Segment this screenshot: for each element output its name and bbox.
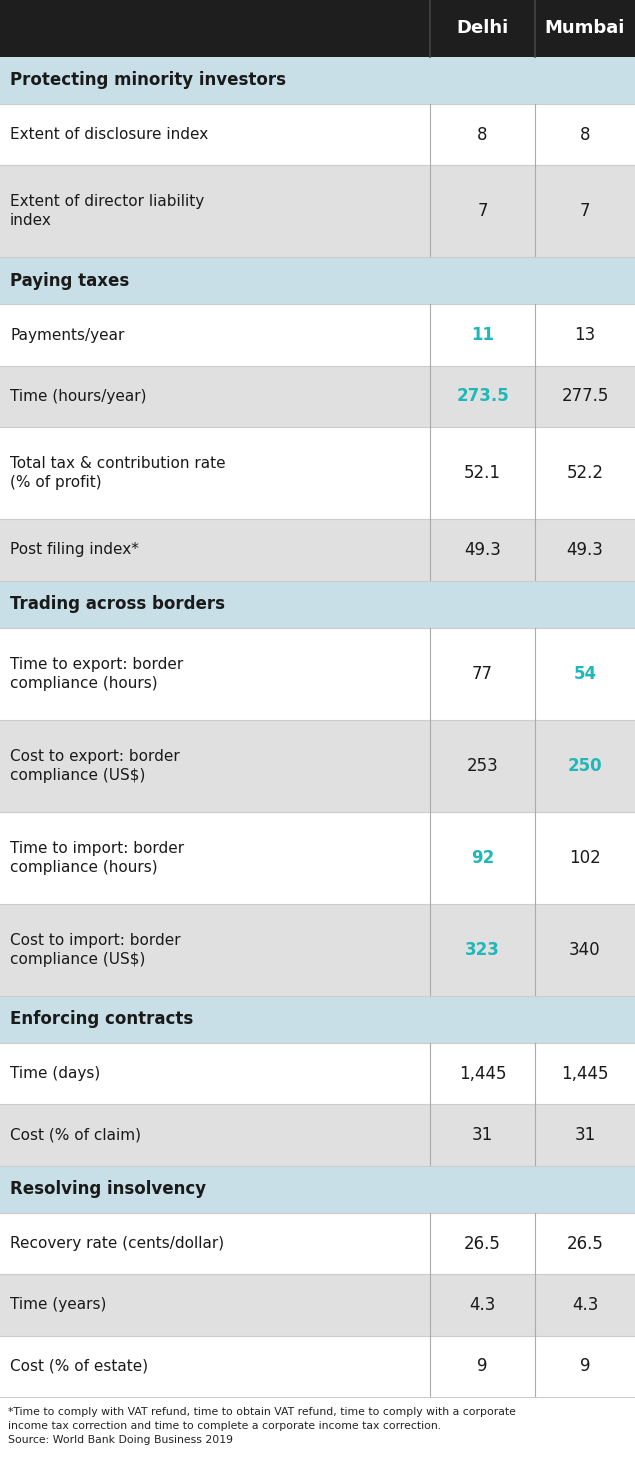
Text: 7: 7	[478, 202, 488, 220]
Text: *Time to comply with VAT refund, time to obtain VAT refund, time to comply with : *Time to comply with VAT refund, time to…	[8, 1408, 516, 1445]
Text: 277.5: 277.5	[561, 387, 609, 406]
Bar	[0, 427, 635, 518]
Text: 4.3: 4.3	[469, 1295, 496, 1315]
Text: 8: 8	[478, 126, 488, 143]
Text: Time (years): Time (years)	[10, 1297, 107, 1313]
Text: 26.5: 26.5	[464, 1235, 501, 1252]
Bar	[0, 1105, 635, 1165]
Bar	[0, 580, 635, 628]
Bar	[0, 1213, 635, 1275]
Text: Time to export: border
compliance (hours): Time to export: border compliance (hours…	[10, 657, 184, 691]
Text: Enforcing contracts: Enforcing contracts	[10, 1010, 193, 1028]
Text: 9: 9	[580, 1357, 591, 1375]
Text: Recovery rate (cents/dollar): Recovery rate (cents/dollar)	[10, 1236, 224, 1251]
Bar	[0, 257, 635, 304]
Text: Time to import: border
compliance (hours): Time to import: border compliance (hours…	[10, 840, 184, 874]
Bar	[0, 0, 635, 56]
Bar	[0, 995, 635, 1043]
Text: Extent of director liability
index: Extent of director liability index	[10, 193, 204, 229]
Text: 273.5: 273.5	[456, 387, 509, 406]
Text: 323: 323	[465, 941, 500, 959]
Text: 49.3: 49.3	[566, 541, 603, 558]
Text: 11: 11	[471, 326, 494, 344]
Text: Mumbai: Mumbai	[545, 19, 625, 37]
Text: 92: 92	[471, 849, 494, 867]
Text: 77: 77	[472, 665, 493, 682]
Text: 26.5: 26.5	[566, 1235, 603, 1252]
Text: 102: 102	[569, 849, 601, 867]
Bar	[0, 1275, 635, 1335]
Text: Cost (% of claim): Cost (% of claim)	[10, 1127, 141, 1143]
Text: Payments/year: Payments/year	[10, 328, 124, 343]
Bar	[0, 719, 635, 812]
Text: Trading across borders: Trading across borders	[10, 595, 225, 613]
Bar	[0, 165, 635, 257]
Bar	[0, 304, 635, 366]
Text: Time (days): Time (days)	[10, 1066, 100, 1081]
Text: 31: 31	[575, 1125, 596, 1145]
Text: Paying taxes: Paying taxes	[10, 272, 130, 289]
Bar	[0, 103, 635, 165]
Text: 49.3: 49.3	[464, 541, 501, 558]
Text: 54: 54	[573, 665, 596, 682]
Text: Delhi: Delhi	[457, 19, 509, 37]
Text: 9: 9	[478, 1357, 488, 1375]
Text: Protecting minority investors: Protecting minority investors	[10, 71, 286, 89]
Text: 1,445: 1,445	[561, 1065, 609, 1083]
Text: 8: 8	[580, 126, 591, 143]
Bar	[0, 904, 635, 995]
Text: Total tax & contribution rate
(% of profit): Total tax & contribution rate (% of prof…	[10, 456, 225, 490]
Text: 7: 7	[580, 202, 591, 220]
Text: 13: 13	[575, 326, 596, 344]
Bar	[0, 518, 635, 580]
Text: 52.1: 52.1	[464, 464, 501, 482]
Text: Post filing index*: Post filing index*	[10, 542, 139, 557]
Text: Time (hours/year): Time (hours/year)	[10, 388, 147, 403]
Text: 250: 250	[568, 756, 603, 775]
Bar	[0, 1335, 635, 1397]
Bar	[0, 628, 635, 719]
Text: Cost to import: border
compliance (US$): Cost to import: border compliance (US$)	[10, 932, 180, 967]
Text: Resolving insolvency: Resolving insolvency	[10, 1180, 206, 1198]
Text: 1,445: 1,445	[458, 1065, 506, 1083]
Text: 52.2: 52.2	[566, 464, 603, 482]
Text: Cost (% of estate): Cost (% of estate)	[10, 1359, 148, 1374]
Bar	[0, 56, 635, 103]
Bar	[0, 812, 635, 904]
Text: 4.3: 4.3	[572, 1295, 598, 1315]
Bar	[0, 1165, 635, 1213]
Text: Cost to export: border
compliance (US$): Cost to export: border compliance (US$)	[10, 749, 180, 783]
Bar	[0, 366, 635, 427]
Text: 253: 253	[467, 756, 498, 775]
Text: Extent of disclosure index: Extent of disclosure index	[10, 127, 208, 142]
Bar	[0, 1043, 635, 1105]
Text: 31: 31	[472, 1125, 493, 1145]
Text: 340: 340	[569, 941, 601, 959]
